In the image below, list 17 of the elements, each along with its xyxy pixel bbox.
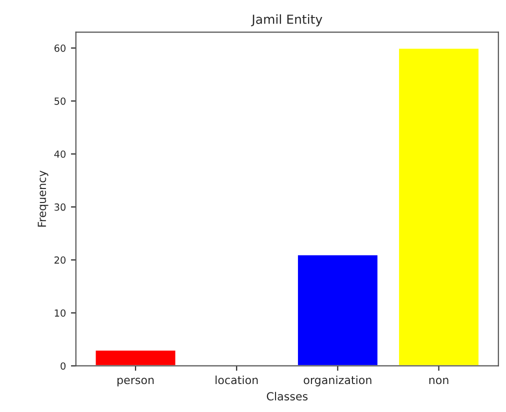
y-tick-label: 0 [60, 362, 66, 370]
x-tick-label: non [429, 378, 448, 384]
y-tick-label: 40 [54, 150, 66, 158]
bar [296, 254, 379, 366]
bar [94, 349, 177, 366]
y-tick-label: 50 [54, 97, 66, 105]
x-tick-label: person [118, 378, 154, 386]
bar [398, 47, 480, 366]
x-axis-title: Classes [266, 392, 308, 400]
y-tick-label: 30 [54, 203, 66, 211]
y-tick-label: 10 [54, 309, 66, 317]
x-tick-label: location [216, 376, 258, 384]
y-tick-label: 20 [54, 256, 66, 264]
y-tick-label: 60 [54, 44, 66, 52]
chart-title: Jamil Entity [251, 14, 322, 26]
y-axis-title: Frequency [38, 170, 48, 227]
x-tick-label: organization [304, 376, 372, 386]
